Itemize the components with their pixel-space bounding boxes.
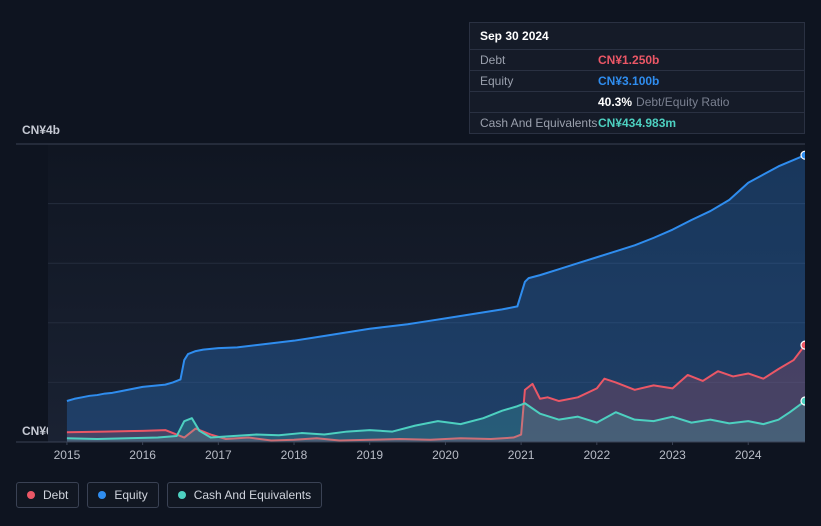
x-axis: 2015 2016 2017 2018 2019 2020 2021 2022 2023 2024	[16, 448, 805, 466]
legend-label: Equity	[114, 488, 147, 502]
tooltip-date: Sep 30 2024	[470, 23, 804, 50]
legend-label: Debt	[43, 488, 68, 502]
legend-item-debt[interactable]: Debt	[16, 482, 79, 508]
legend-dot-icon	[27, 491, 35, 499]
x-tick-label: 2018	[281, 448, 308, 462]
x-tick-label: 2017	[205, 448, 232, 462]
tooltip-card: Sep 30 2024 Debt CN¥1.250b Equity CN¥3.1…	[469, 22, 805, 134]
tooltip-label: Equity	[480, 74, 598, 88]
y-axis-label-top: CN¥4b	[22, 123, 60, 137]
tooltip-row-cash: Cash And Equivalents CN¥434.983m	[470, 113, 804, 133]
x-tick-label: 2022	[583, 448, 610, 462]
tooltip-label: Debt	[480, 53, 598, 67]
tooltip-row-equity: Equity CN¥3.100b	[470, 71, 804, 92]
tooltip-row-ratio: 40.3% Debt/Equity Ratio	[470, 92, 804, 113]
tooltip-value: CN¥3.100b	[598, 74, 659, 88]
legend-dot-icon	[98, 491, 106, 499]
x-tick-label: 2015	[54, 448, 81, 462]
legend: Debt Equity Cash And Equivalents	[16, 482, 322, 508]
tooltip-value: CN¥1.250b	[598, 53, 659, 67]
legend-dot-icon	[178, 491, 186, 499]
x-tick-label: 2024	[735, 448, 762, 462]
tooltip-ratio-pct: 40.3%	[598, 95, 632, 109]
tooltip-row-debt: Debt CN¥1.250b	[470, 50, 804, 71]
x-tick-label: 2016	[129, 448, 156, 462]
x-tick-label: 2019	[356, 448, 383, 462]
tooltip-value: CN¥434.983m	[598, 116, 676, 130]
x-tick-label: 2021	[508, 448, 535, 462]
tooltip-label: Cash And Equivalents	[480, 116, 598, 130]
x-tick-label: 2023	[659, 448, 686, 462]
legend-item-equity[interactable]: Equity	[87, 482, 158, 508]
legend-label: Cash And Equivalents	[194, 488, 311, 502]
tooltip-ratio-label: Debt/Equity Ratio	[636, 95, 729, 109]
x-tick-label: 2020	[432, 448, 459, 462]
chart-plot[interactable]	[16, 141, 805, 445]
legend-item-cash[interactable]: Cash And Equivalents	[167, 482, 322, 508]
